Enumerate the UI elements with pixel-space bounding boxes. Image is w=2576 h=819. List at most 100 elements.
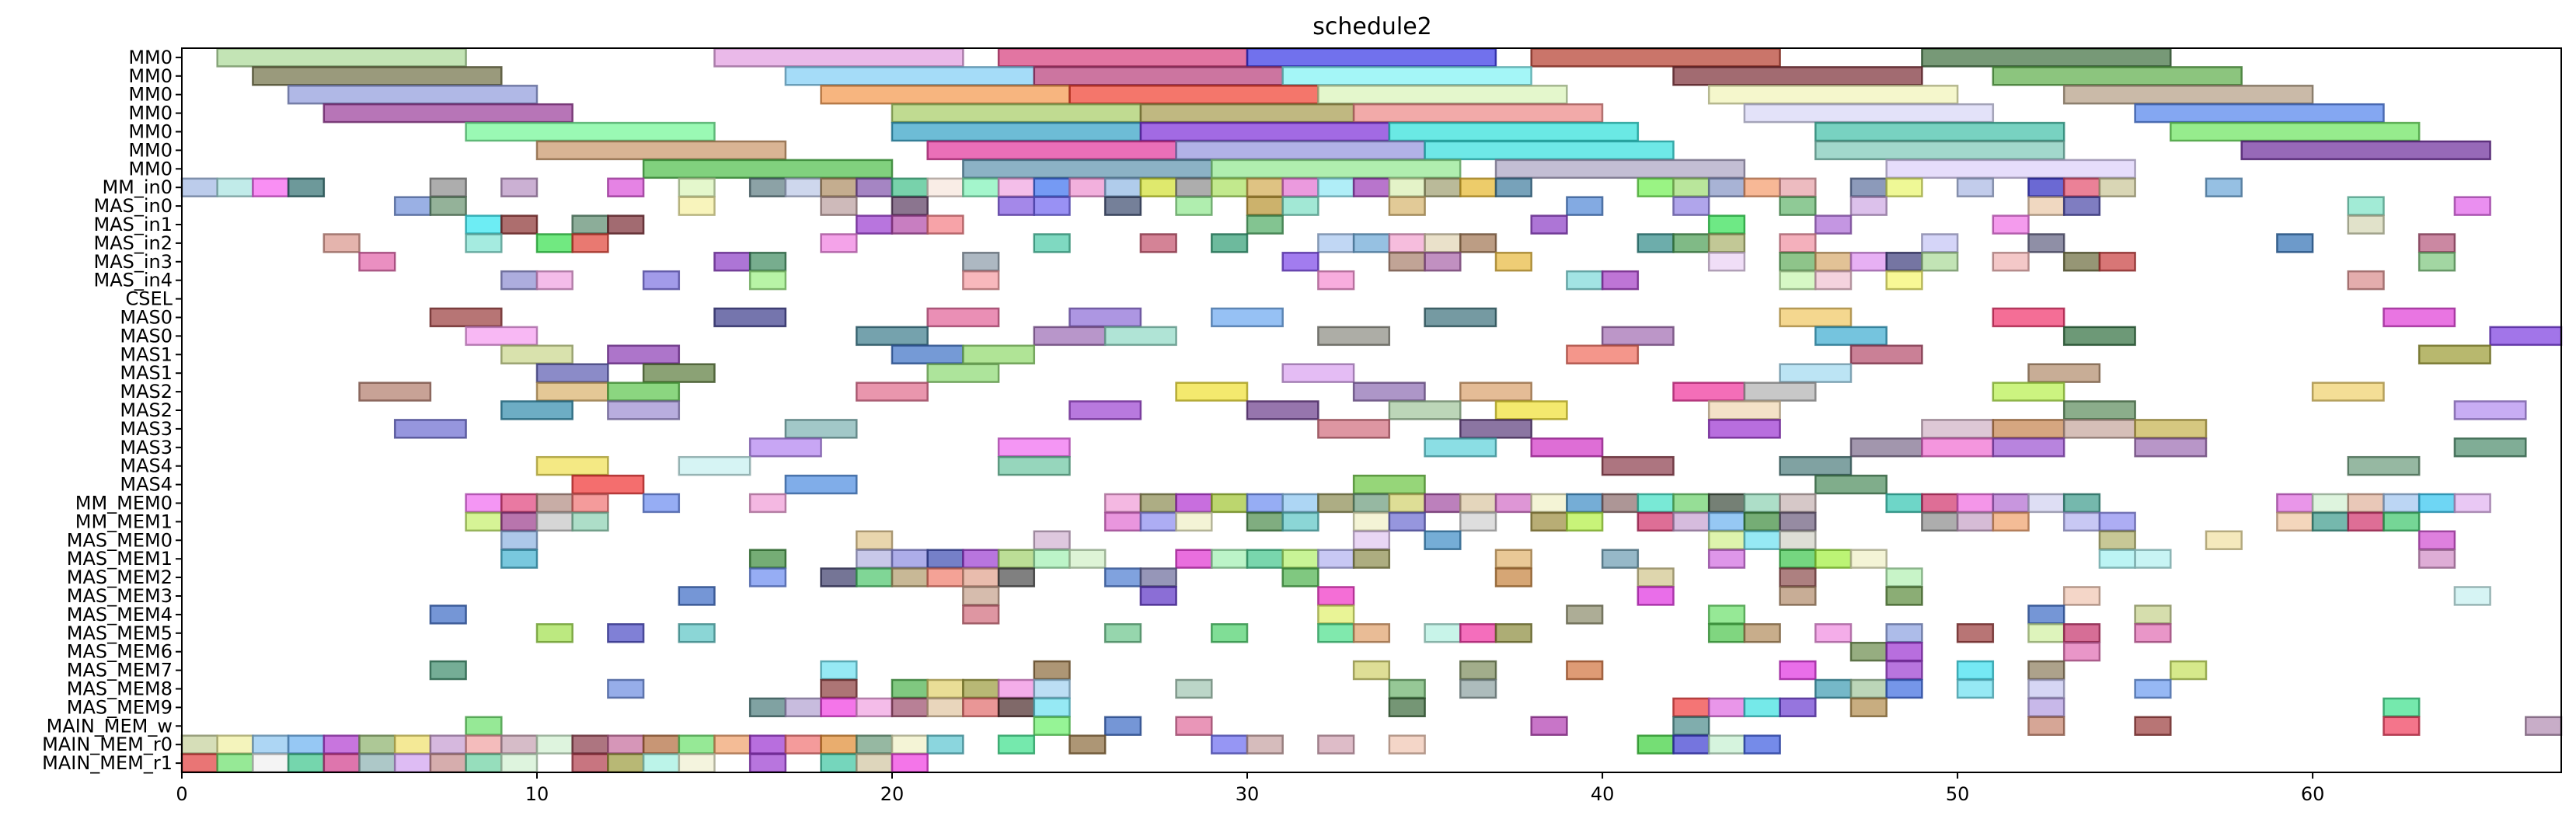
task-bar bbox=[216, 47, 467, 68]
task-bar bbox=[962, 159, 1213, 179]
task-bar bbox=[1992, 382, 2065, 402]
task-bar bbox=[1388, 177, 1426, 197]
task-bar bbox=[287, 177, 326, 197]
task-bar bbox=[1707, 177, 1746, 197]
task-bar bbox=[535, 734, 573, 755]
task-bar bbox=[1352, 530, 1391, 550]
task-bar bbox=[926, 567, 964, 587]
task-bar bbox=[1921, 493, 1959, 514]
task-bar bbox=[1139, 103, 1355, 124]
task-bar bbox=[500, 549, 539, 569]
task-bar bbox=[1352, 660, 1391, 681]
task-bar bbox=[713, 252, 751, 272]
task-bar bbox=[1530, 493, 1568, 514]
task-bar bbox=[500, 734, 539, 755]
task-bar bbox=[1068, 85, 1319, 105]
task-bar bbox=[820, 697, 858, 718]
task-bar bbox=[1707, 400, 1781, 420]
task-bar bbox=[1601, 270, 1640, 291]
task-bar bbox=[1885, 252, 1923, 272]
task-bar bbox=[1672, 716, 1710, 736]
task-bar bbox=[1743, 103, 1995, 124]
task-bar bbox=[1352, 177, 1391, 197]
task-bar bbox=[465, 326, 539, 347]
task-bar bbox=[571, 753, 609, 773]
task-bar bbox=[1814, 252, 1853, 272]
task-bar bbox=[1317, 605, 1355, 625]
task-bar bbox=[429, 734, 467, 755]
task-bar bbox=[465, 214, 503, 235]
task-bar bbox=[535, 233, 573, 253]
task-bar bbox=[2027, 716, 2065, 736]
y-tick-label: MAS_MEM9 bbox=[67, 696, 173, 718]
task-bar bbox=[2062, 400, 2136, 420]
task-bar bbox=[2027, 623, 2065, 643]
task-bar bbox=[713, 307, 787, 328]
task-bar bbox=[429, 605, 467, 625]
task-bar bbox=[1211, 493, 1249, 514]
task-bar bbox=[1317, 326, 1391, 347]
task-bar bbox=[252, 734, 290, 755]
task-bar bbox=[1281, 567, 1319, 587]
task-bar bbox=[2062, 177, 2101, 197]
task-bar bbox=[784, 177, 822, 197]
task-bar bbox=[997, 437, 1071, 458]
task-bar bbox=[1459, 419, 1532, 439]
task-bar bbox=[1707, 419, 1781, 439]
task-bar bbox=[1601, 455, 1675, 476]
task-bar bbox=[535, 493, 573, 514]
task-bar bbox=[856, 549, 894, 569]
task-bar bbox=[571, 511, 609, 532]
task-bar bbox=[1352, 233, 1391, 253]
task-bar bbox=[1885, 660, 1923, 681]
task-bar bbox=[1566, 196, 1604, 216]
task-bar bbox=[1103, 493, 1142, 514]
task-bar bbox=[962, 549, 1000, 569]
task-bar bbox=[997, 549, 1036, 569]
task-bar bbox=[1956, 177, 1995, 197]
task-bar bbox=[500, 493, 539, 514]
task-bar bbox=[1637, 177, 1675, 197]
task-bar bbox=[1246, 196, 1284, 216]
task-bar bbox=[2027, 605, 2065, 625]
task-bar bbox=[1246, 511, 1284, 532]
task-bar bbox=[2098, 252, 2136, 272]
x-tick-label: 20 bbox=[880, 783, 905, 805]
y-tick-label: MAS1 bbox=[120, 343, 173, 365]
task-bar bbox=[2134, 678, 2172, 699]
task-bar bbox=[1103, 196, 1142, 216]
task-bar bbox=[1849, 697, 1888, 718]
task-bar bbox=[2027, 233, 2065, 253]
task-bar bbox=[1885, 678, 1923, 699]
bars-layer bbox=[180, 47, 2563, 773]
task-bar bbox=[962, 697, 1000, 718]
task-bar bbox=[1885, 586, 1923, 606]
x-tick-label: 40 bbox=[1591, 783, 1615, 805]
y-tick-label: MAS0 bbox=[120, 307, 173, 329]
task-bar bbox=[997, 734, 1036, 755]
task-bar bbox=[216, 753, 254, 773]
task-bar bbox=[393, 196, 432, 216]
task-bar bbox=[1743, 530, 1781, 550]
task-bar bbox=[465, 233, 503, 253]
task-bar bbox=[1779, 586, 1817, 606]
task-bar bbox=[891, 567, 929, 587]
task-bar bbox=[856, 697, 894, 718]
task-bar bbox=[1459, 660, 1497, 681]
task-bar bbox=[1672, 233, 1710, 253]
task-bar bbox=[1814, 549, 1853, 569]
task-bar bbox=[1530, 511, 1568, 532]
task-bar bbox=[2276, 511, 2314, 532]
task-bar bbox=[2383, 716, 2421, 736]
task-bar bbox=[642, 493, 681, 514]
task-bar bbox=[1849, 678, 1888, 699]
x-tick-label: 10 bbox=[525, 783, 549, 805]
task-bar bbox=[1424, 233, 1462, 253]
task-bar bbox=[1885, 567, 1923, 587]
task-bar bbox=[962, 678, 1000, 699]
task-bar bbox=[2062, 85, 2314, 105]
task-bar bbox=[2311, 511, 2350, 532]
task-bar bbox=[1352, 511, 1391, 532]
task-bar bbox=[748, 270, 787, 291]
task-bar bbox=[2134, 549, 2172, 569]
